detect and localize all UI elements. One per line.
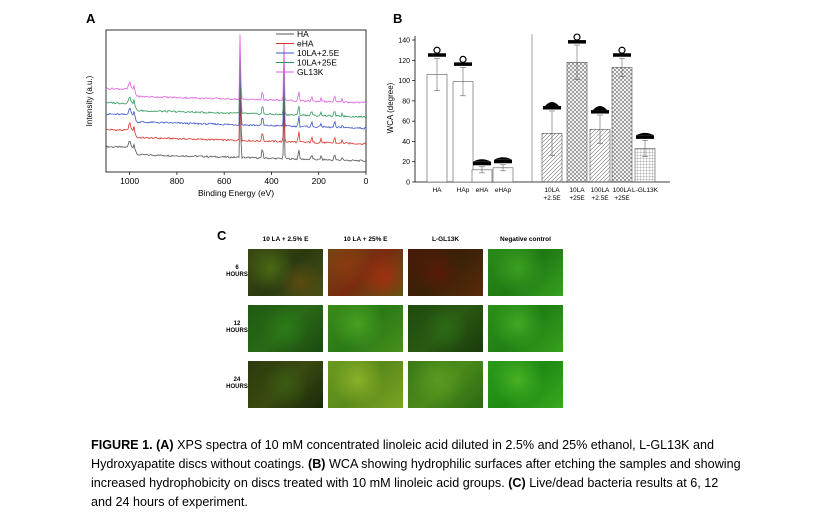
xps-legend-label: 10LA+25E: [297, 58, 337, 68]
caption-a-text: XPS spectra of 10 mM concentrated linole…: [91, 438, 715, 471]
micrograph-12h-10la-25e: [328, 305, 403, 352]
column-header-10la-25e: 10 LA + 25% E: [343, 236, 388, 243]
micrograph-6h-negative-control: [488, 249, 563, 296]
column-header-10la-2-5e: 10 LA + 2.5% E: [262, 236, 309, 243]
xps-series-line: [105, 34, 367, 104]
xps-legend-label: HA: [297, 29, 309, 39]
wca-category-label: L-GL13K: [632, 187, 659, 194]
column-header-negative-control: Negative control: [500, 236, 551, 243]
wca-category-label: eHA: [476, 187, 489, 194]
wca-y-tick-label: 20: [402, 159, 410, 166]
live-dead-grid: 10 LA + 2.5% E 10 LA + 25% E L-GL13K Neg…: [226, 236, 571, 416]
xps-series-line: [105, 75, 367, 146]
micrograph-6h-lgl13k: [408, 249, 483, 296]
wca-category-label: +2.5E: [543, 195, 561, 202]
xps-x-axis-label: Binding Energy (eV): [198, 188, 274, 198]
micrograph-24h-10la-25e: [328, 361, 403, 408]
micrograph-24h-lgl13k: [408, 361, 483, 408]
wca-y-tick-label: 60: [402, 119, 410, 126]
droplet-hydrophilic-icon: [473, 159, 491, 166]
panel-letter-c: C: [217, 228, 227, 243]
micrograph-6h-10la-2-5e: [248, 249, 323, 296]
xps-legend-label: eHA: [297, 39, 314, 49]
row-header-12-hours: 12 HOURS: [226, 321, 248, 334]
panel-letter-b: B: [393, 11, 403, 26]
wca-category-label: eHAp: [495, 187, 512, 194]
wca-y-tick-label: 100: [398, 78, 410, 85]
wca-category-label: 10LA: [544, 187, 560, 194]
wca-y-axis-label: WCA (degree): [386, 82, 395, 133]
droplet-hydrophilic-icon: [543, 102, 561, 110]
wca-y-tick-label: 40: [402, 139, 410, 146]
wca-category-label: +2.5E: [591, 195, 609, 202]
droplet-hydrophilic-icon: [494, 157, 512, 164]
caption-b-tag: (B): [308, 457, 326, 471]
wca-y-tick-label: 0: [406, 180, 410, 187]
xps-series-line: [105, 48, 367, 119]
droplet-hydrophobic-icon: [454, 55, 472, 66]
xps-x-tick-label: 800: [170, 176, 184, 186]
droplet-hydrophobic-icon: [428, 46, 446, 57]
droplet-hydrophobic-icon: [613, 46, 631, 57]
wca-bar: [452, 81, 474, 183]
xps-x-tick-label: 600: [217, 176, 231, 186]
row-header-24-hours: 24 HOURS: [226, 377, 248, 390]
caption-label: FIGURE 1.: [91, 438, 153, 452]
droplet-hydrophilic-icon: [591, 106, 609, 114]
micrograph-24h-negative-control: [488, 361, 563, 408]
xps-y-axis-label: Intensity (a.u.): [85, 75, 94, 126]
wca-y-tick-label: 80: [402, 98, 410, 105]
wca-bar: [611, 67, 633, 183]
xps-series-line: [105, 92, 367, 163]
xps-x-tick-label: 400: [264, 176, 278, 186]
wca-category-label: HA: [432, 187, 442, 194]
micrograph-12h-negative-control: [488, 305, 563, 352]
figure-caption: FIGURE 1. (A) XPS spectra of 10 mM conce…: [91, 436, 741, 512]
wca-category-label: 10LA: [569, 187, 585, 194]
xps-legend-label: 10LA+2.5E: [297, 48, 340, 58]
xps-x-tick-label: 1000: [120, 176, 139, 186]
caption-c-text: Live/dead bacteria results at 6, 12 and …: [91, 476, 719, 509]
xps-spectra-chart: 1000 800 600 400 200 0 HAeHA10LA+2.5E10LA+25E…: [85, 29, 369, 198]
micrograph-12h-lgl13k: [408, 305, 483, 352]
column-header-lgl13k: L-GL13K: [431, 236, 460, 243]
droplet-hydrophobic-icon: [568, 33, 586, 44]
wca-category-label: 100LA: [613, 187, 632, 194]
micrograph-12h-10la-2-5e: [248, 305, 323, 352]
xps-x-tick-label: 200: [312, 176, 326, 186]
caption-b-text: WCA showing hydrophilic surfaces after e…: [91, 457, 741, 490]
wca-y-tick-label: 140: [398, 38, 410, 45]
wca-category-label: +25E: [614, 195, 630, 202]
xps-x-tick-label: 0: [364, 176, 369, 186]
micrograph-24h-10la-2-5e: [248, 361, 323, 408]
droplet-hydrophilic-icon: [636, 132, 654, 139]
wca-category-label: HAp: [457, 187, 470, 194]
xps-series-line: [106, 59, 367, 130]
micrograph-6h-10la-25e: [328, 249, 403, 296]
caption-c-tag: (C): [508, 476, 526, 490]
xps-legend-label: GL13K: [297, 67, 324, 77]
wca-y-tick-label: 120: [398, 58, 410, 65]
panel-letter-a: A: [86, 11, 96, 26]
xps-plot-frame: [105, 29, 367, 173]
row-header-6-hours: 6 HOURS: [226, 265, 248, 278]
caption-a-tag: (A): [156, 438, 174, 452]
wca-category-label: +25E: [569, 195, 585, 202]
wca-category-label: 100LA: [591, 187, 610, 194]
wca-bar: [566, 62, 588, 183]
